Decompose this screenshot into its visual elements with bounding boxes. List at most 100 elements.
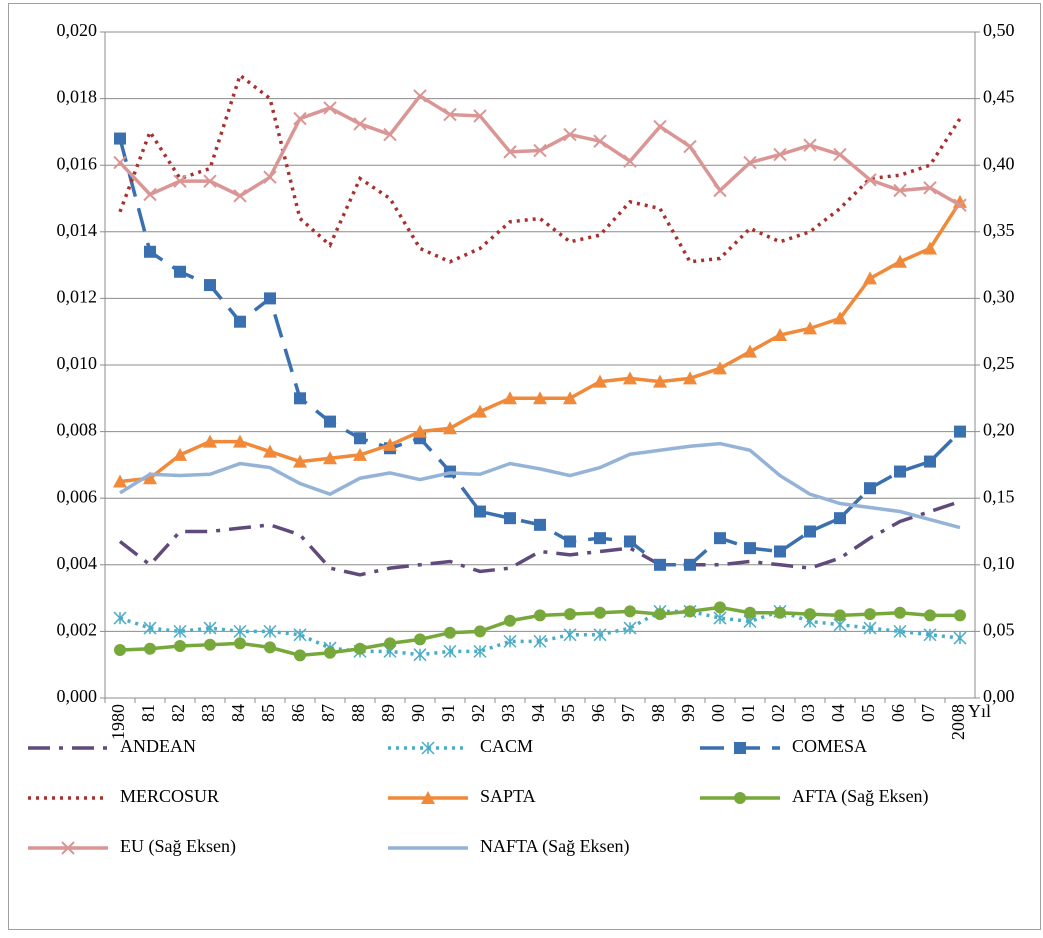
marker <box>323 101 337 115</box>
marker <box>833 311 847 325</box>
marker <box>894 606 906 619</box>
y2-tick-label: 0,15 <box>983 486 1015 506</box>
marker <box>233 189 247 203</box>
x-tick-label: 03 <box>798 704 818 722</box>
marker <box>264 292 276 305</box>
marker <box>594 606 606 619</box>
marker <box>233 624 247 638</box>
x-tick-label: 05 <box>858 704 878 722</box>
x-tick-label: 89 <box>378 704 398 722</box>
marker <box>143 471 157 485</box>
marker <box>533 634 547 648</box>
marker <box>774 606 786 619</box>
x-tick-label: 86 <box>288 704 308 722</box>
marker <box>593 134 607 148</box>
y-tick-label: 0,012 <box>57 287 98 307</box>
marker <box>323 451 337 465</box>
x-tick-label: 1980 <box>108 704 128 740</box>
marker <box>354 642 366 655</box>
x-tick-label: 00 <box>708 704 728 722</box>
marker <box>353 447 367 461</box>
marker <box>743 155 757 170</box>
marker <box>714 532 726 545</box>
marker <box>683 139 697 154</box>
y2-tick-label: 0,40 <box>983 153 1015 173</box>
marker <box>413 424 427 438</box>
marker <box>593 374 607 388</box>
marker <box>263 170 277 184</box>
marker <box>294 392 306 405</box>
marker <box>384 637 396 650</box>
marker <box>743 344 757 358</box>
marker <box>293 454 307 468</box>
x-axis-label: Yıl <box>968 701 991 721</box>
marker <box>833 147 847 162</box>
marker <box>234 315 246 328</box>
marker <box>923 181 937 195</box>
marker <box>773 328 787 342</box>
marker <box>203 174 217 188</box>
marker <box>953 631 967 645</box>
marker <box>353 117 367 131</box>
marker <box>774 545 786 558</box>
marker <box>864 608 876 621</box>
marker <box>173 624 187 638</box>
marker <box>144 245 156 258</box>
x-tick-label: 97 <box>618 704 638 722</box>
marker <box>563 391 577 405</box>
marker <box>654 608 666 621</box>
marker <box>354 432 366 445</box>
marker <box>413 89 427 103</box>
y-tick-label: 0,016 <box>57 153 98 173</box>
x-tick-label: 93 <box>498 704 518 722</box>
marker <box>324 646 336 659</box>
marker <box>264 641 276 654</box>
marker <box>534 609 546 622</box>
legend-label: COMESA <box>792 736 867 756</box>
marker <box>263 444 277 458</box>
legend-marker <box>734 742 746 754</box>
y2-tick-label: 0,10 <box>983 553 1015 573</box>
x-tick-label: 88 <box>348 704 368 722</box>
marker <box>324 415 336 428</box>
marker <box>804 525 816 538</box>
marker <box>503 145 517 159</box>
marker <box>804 608 816 621</box>
series-line <box>118 72 962 264</box>
marker <box>443 421 457 435</box>
marker <box>623 621 637 635</box>
marker <box>174 265 186 278</box>
x-tick-label: 96 <box>588 704 608 722</box>
y-tick-label: 0,018 <box>57 87 98 107</box>
legend-label: NAFTA (Sağ Eksen) <box>480 836 630 857</box>
series-line <box>118 499 961 577</box>
marker <box>113 611 127 625</box>
x-tick-label: 84 <box>228 704 248 722</box>
marker <box>443 107 457 122</box>
x-tick-label: 07 <box>918 704 938 722</box>
marker <box>714 601 726 614</box>
x-tick-label: 02 <box>768 704 788 722</box>
marker <box>893 624 907 638</box>
marker <box>203 434 217 448</box>
marker <box>954 425 966 438</box>
marker <box>114 132 126 145</box>
marker <box>834 609 846 622</box>
x-tick-label: 83 <box>198 704 218 722</box>
x-tick-label: 04 <box>828 704 848 722</box>
marker <box>113 155 127 170</box>
marker <box>533 143 547 158</box>
series-line <box>119 441 961 530</box>
marker <box>863 271 877 285</box>
marker <box>834 512 846 525</box>
y2-tick-label: 0,25 <box>983 353 1015 373</box>
marker <box>623 154 637 168</box>
y-tick-label: 0,008 <box>57 420 98 440</box>
marker <box>863 173 877 187</box>
marker <box>144 642 156 655</box>
marker <box>383 127 397 142</box>
marker <box>443 644 457 658</box>
marker <box>143 621 157 635</box>
marker <box>713 183 727 198</box>
marker <box>953 198 967 212</box>
